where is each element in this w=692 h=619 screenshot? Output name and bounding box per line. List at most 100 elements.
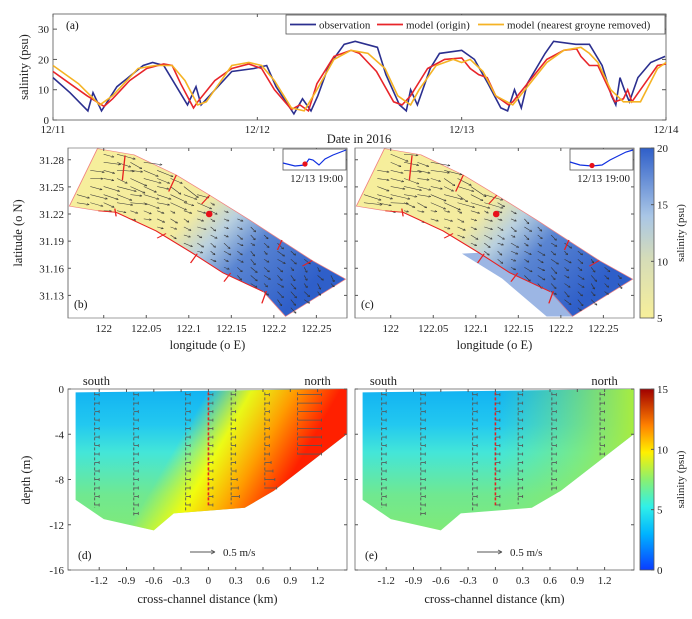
arrow-head: [414, 195, 418, 198]
velocity-arrow: [223, 267, 230, 270]
velocity-arrow: [90, 202, 104, 207]
arrow-head: [266, 245, 270, 248]
arrow-head: [538, 244, 542, 247]
x-tick-label: 122.2: [548, 323, 573, 335]
arrow-head: [252, 238, 256, 241]
x-axis-label: cross-channel distance (km): [424, 592, 564, 606]
arrow-head: [200, 251, 204, 254]
arrow-head: [254, 270, 258, 273]
velocity-arrow: [303, 291, 310, 297]
x-tick-label: 0.6: [256, 575, 270, 587]
velocity-arrow: [444, 210, 451, 213]
arrow-head: [317, 269, 321, 272]
arrow-head: [447, 210, 451, 213]
velocity-arrow: [510, 234, 516, 238]
groyne: [401, 208, 404, 217]
velocity-arrow: [210, 210, 218, 215]
velocity-arrow: [317, 267, 321, 272]
velocity-arrow: [156, 218, 165, 223]
velocity-arrow: [170, 226, 178, 230]
arrow-head: [412, 205, 416, 208]
velocity-arrow: [577, 283, 585, 288]
velocity-arrow: [237, 267, 243, 273]
arrow-head: [225, 259, 229, 262]
velocity-arrow: [170, 218, 178, 224]
arrow-head: [378, 198, 382, 201]
arrow-head: [426, 164, 430, 167]
arrow-head: [579, 294, 583, 297]
arrow-head: [407, 197, 411, 200]
velocity-arrow: [290, 275, 296, 282]
arrow-head: [459, 173, 463, 176]
arrow-head: [489, 219, 493, 222]
velocity-arrow: [377, 170, 390, 173]
arrow-head: [526, 222, 530, 225]
arrow-head: [148, 212, 152, 215]
velocity-arrow: [237, 218, 244, 222]
velocity-arrow: [550, 259, 559, 265]
arrow-head: [331, 285, 335, 288]
colorbar-label: salinity (psu): [675, 204, 687, 262]
velocity-arrow: [443, 202, 461, 211]
arrow-head: [156, 206, 160, 209]
velocity-arrow: [290, 307, 297, 314]
velocity-arrow: [390, 186, 406, 190]
velocity-arrow: [510, 267, 516, 271]
colorbar-tick-label: 10: [657, 256, 669, 268]
arrow-head: [442, 207, 446, 210]
velocity-arrow: [210, 226, 217, 232]
arrow-head: [398, 164, 402, 167]
arrow-head: [416, 163, 420, 166]
velocity-arrow: [484, 218, 493, 222]
velocity-arrow: [277, 242, 284, 250]
x-tick-label: 1.2: [598, 575, 612, 587]
arrow-head: [606, 285, 609, 288]
velocity-arrow: [237, 259, 244, 263]
velocity-arrow: [537, 242, 542, 247]
scale-arrow-head: [210, 549, 216, 555]
arrow-head: [594, 303, 598, 306]
x-tick-label: 122: [382, 323, 399, 335]
arrow-head: [166, 187, 170, 190]
inset-time-marker: [589, 162, 595, 169]
x-tick-label: 122.05: [131, 323, 162, 335]
velocity-arrow: [197, 242, 204, 248]
arrow-head: [318, 287, 322, 290]
velocity-arrow: [303, 283, 308, 288]
y-tick-label: 0: [59, 384, 65, 396]
velocity-arrow: [290, 259, 297, 265]
axes-frame: [67, 147, 348, 319]
arrow-head: [605, 292, 609, 295]
x-tick-label: 0: [493, 575, 499, 587]
panel-label: (c): [361, 299, 374, 311]
y-tick-label: 31.28: [39, 155, 64, 167]
velocity-arrow: [210, 242, 216, 248]
velocity-arrow: [143, 178, 162, 184]
arrow-head: [439, 187, 443, 190]
velocity-arrow: [223, 250, 232, 256]
velocity-arrow: [550, 275, 556, 280]
x-tick-label: 0.6: [543, 575, 557, 587]
arrow-head: [619, 286, 623, 289]
velocity-arrow: [497, 218, 503, 221]
velocity-arrow: [116, 210, 127, 213]
arrow-head: [500, 261, 504, 264]
velocity-arrow: [577, 251, 583, 256]
velocity-arrow: [564, 291, 570, 298]
velocity-arrow: [470, 234, 479, 240]
velocity-arrow: [510, 218, 517, 222]
y-tick-label: 31.22: [39, 209, 64, 221]
training-wall: [98, 210, 264, 292]
velocity-arrow: [457, 186, 475, 192]
velocity-arrow: [417, 186, 432, 191]
arrow-head: [195, 195, 199, 198]
colorbar-tick-label: 0: [657, 565, 663, 577]
arrow-head: [86, 196, 90, 199]
arrow-head: [405, 210, 409, 213]
y-tick-label: -16: [49, 565, 64, 577]
x-tick-label: -0.3: [459, 575, 477, 587]
arrow-head: [160, 227, 164, 230]
velocity-arrow: [250, 242, 255, 246]
y-tick-label: -8: [55, 475, 65, 487]
velocity-arrow: [510, 250, 519, 255]
